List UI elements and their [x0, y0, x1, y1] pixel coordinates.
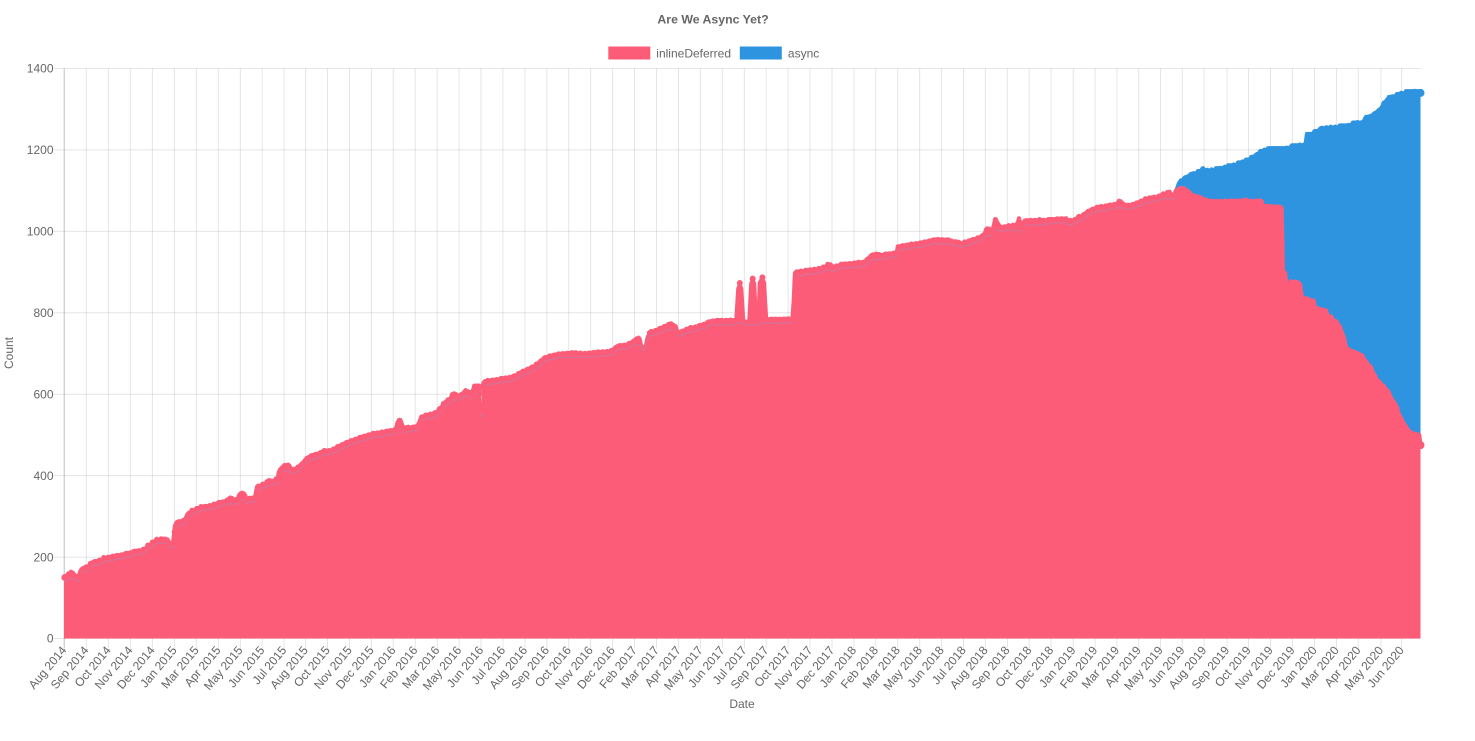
- svg-text:Count: Count: [2, 336, 16, 369]
- svg-text:600: 600: [33, 387, 53, 401]
- svg-text:Date: Date: [729, 697, 755, 711]
- svg-text:0: 0: [47, 632, 54, 646]
- svg-text:1400: 1400: [27, 62, 54, 76]
- svg-text:400: 400: [33, 469, 53, 483]
- svg-text:1000: 1000: [27, 225, 54, 239]
- svg-text:800: 800: [33, 306, 53, 320]
- svg-text:200: 200: [33, 550, 53, 564]
- svg-text:Are We Async Yet?: Are We Async Yet?: [657, 13, 768, 27]
- svg-text:1200: 1200: [27, 143, 54, 157]
- svg-text:inlineDeferred: inlineDeferred: [656, 47, 731, 61]
- svg-text:async: async: [788, 47, 819, 61]
